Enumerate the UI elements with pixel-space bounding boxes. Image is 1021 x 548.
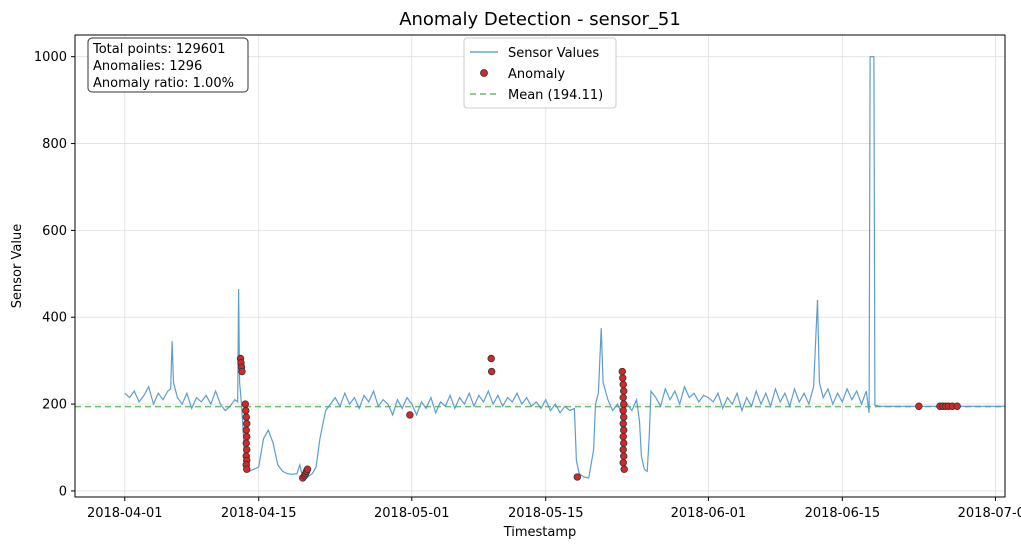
stats-box [87,37,249,93]
legend-label-mean: Mean (194.11) [508,88,603,103]
stats-anomaly-ratio: Anomaly ratio: 1.00% [93,76,234,91]
x-tick-label: 2018-06-15 [805,506,881,521]
anomaly-point [620,439,628,447]
legend-label-anomaly: Anomaly [508,67,565,82]
anomaly-point [619,380,627,389]
y-tick-label: 0 [59,484,67,499]
anomaly-point [619,445,627,454]
plot-frame [74,34,1006,498]
x-tick-label: 2018-05-01 [374,506,450,521]
stats-anomalies: Anomalies: 1296 [93,59,202,74]
x-tick-label: 2018-04-01 [87,506,163,521]
anomaly-point [487,367,496,376]
anomaly-point [620,465,628,473]
anomaly-point [243,465,251,473]
anomaly-point [953,402,961,410]
y-tick-label: 200 [42,398,67,413]
anomaly-point [620,413,628,421]
x-axis-title: Timestamp [503,525,577,540]
anomaly-point [241,400,250,408]
legend-box [463,37,617,109]
y-tick-label: 400 [42,311,67,326]
chart-title: Anomaly Detection - sensor_51 [399,9,681,30]
anomaly-point [619,393,627,402]
y-tick-label: 800 [42,137,67,152]
x-tick-label: 2018-05-15 [508,506,584,521]
legend-marker-anomaly [480,69,488,77]
anomaly-point [242,406,250,415]
anomaly-point [620,426,628,434]
legend: Sensor Values Anomaly Mean (194.11) [463,37,617,109]
anomaly-point [243,432,251,441]
anomaly-point [243,445,251,454]
anomaly-point [242,413,250,421]
anomaly-point [303,465,312,473]
anomaly-points [236,354,961,482]
anomaly-point [238,367,246,376]
stats-annotation: Total points: 129601 Anomalies: 1296 Ano… [87,37,249,93]
anomaly-point [619,406,627,415]
x-tick-label: 2018-04-15 [221,506,297,521]
legend-label-sensor-values: Sensor Values [508,46,599,61]
anomaly-point [620,452,628,460]
y-tick-label: 600 [42,224,67,239]
anomaly-point [619,432,627,441]
anomaly-point [618,367,626,376]
anomaly-point [242,426,250,434]
x-tick-label: 2018-06-01 [671,506,747,521]
anomaly-point [619,419,627,428]
anomaly-point [620,400,628,408]
x-tick-label: 2018-07-01 [958,506,1021,521]
y-tick-label: 1000 [34,50,67,65]
stats-total-points: Total points: 129601 [92,42,226,57]
anomaly-point [619,374,627,382]
anomaly-point [915,402,923,410]
anomaly-point [243,419,251,428]
axis-ticks: 0 200 400 600 800 1000 2018-04-01 2018-04-15 201… [34,50,1021,521]
anomaly-point [242,439,250,447]
anomaly-point [573,473,582,481]
anomaly-point [487,354,495,363]
anomaly-point [619,458,627,467]
y-axis-title: Sensor Value [10,224,25,308]
sensor-values-line [124,56,1005,479]
anomaly-point [406,411,414,419]
anomaly-point [620,387,628,395]
